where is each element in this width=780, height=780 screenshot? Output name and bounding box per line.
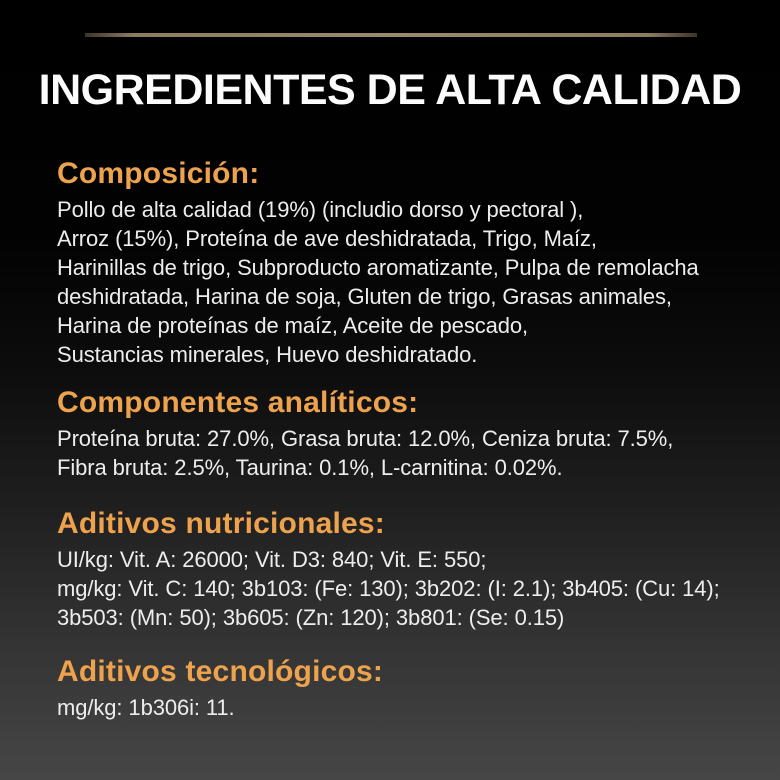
section-heading: Aditivos tecnológicos: (57, 655, 384, 688)
ingredient-line: Harina de proteínas de maíz, Aceite de p… (57, 313, 529, 338)
additive-line: mg/kg: 1b306i: 11. (57, 695, 235, 720)
additive-line: UI/kg: Vit. A: 26000; Vit. D3: 840; Vit.… (57, 547, 487, 572)
section-composicion: Composición: Pollo de alta calidad (19%)… (57, 158, 752, 369)
section-aditivos-tecnologicos: Aditivos tecnológicos: mg/kg: 1b306i: 11… (57, 656, 752, 722)
ingredient-line: Sustancias minerales, Huevo deshidratado… (57, 342, 478, 367)
section-heading: Composición: (57, 157, 260, 190)
ingredient-line: Harinillas de trigo, Subproducto aromati… (57, 255, 699, 280)
ingredient-line: deshidratada, Harina de soja, Gluten de … (57, 284, 672, 309)
section-heading: Aditivos nutricionales: (57, 507, 385, 540)
page-title: INGREDIENTES DE ALTA CALIDAD (38, 66, 742, 114)
additive-line: mg/kg: Vit. C: 140; 3b103: (Fe: 130); 3b… (57, 576, 720, 601)
gold-divider-line (85, 33, 697, 37)
section-heading: Componentes analíticos: (57, 386, 419, 419)
ingredient-line: Pollo de alta calidad (19%) (includio do… (57, 197, 584, 222)
analytic-line: Fibra bruta: 2.5%, Taurina: 0.1%, L-carn… (57, 455, 563, 480)
additive-line: 3b503: (Mn: 50); 3b605: (Zn: 120); 3b801… (57, 605, 565, 630)
analytic-line: Proteína bruta: 27.0%, Grasa bruta: 12.0… (57, 426, 674, 451)
ingredient-line: Arroz (15%), Proteína de ave deshidratad… (57, 226, 597, 251)
section-componentes-analiticos: Componentes analíticos: Proteína bruta: … (57, 387, 752, 482)
section-aditivos-nutricionales: Aditivos nutricionales: UI/kg: Vit. A: 2… (57, 508, 752, 632)
